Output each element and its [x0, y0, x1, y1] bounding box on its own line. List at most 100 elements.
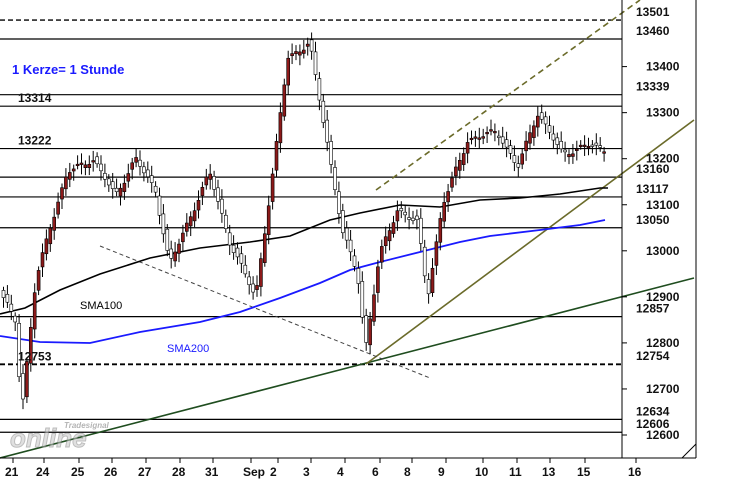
candle — [126, 173, 131, 182]
sma100-line — [0, 187, 608, 315]
candle — [278, 112, 283, 144]
candle — [356, 268, 361, 284]
candle — [387, 230, 392, 242]
axes: 12600 12700 12800 12900 13000 13100 13200 13300… — [0, 0, 697, 479]
logo-small-text: Tradesignal — [64, 421, 110, 430]
candle — [567, 154, 571, 158]
candle — [28, 327, 33, 364]
candle — [344, 227, 349, 241]
candle — [543, 116, 548, 125]
candle — [52, 216, 57, 231]
candle — [75, 163, 80, 167]
candle — [266, 205, 271, 235]
candle — [208, 173, 212, 180]
candle — [216, 187, 220, 202]
x-tick-label: Sep — [243, 465, 265, 479]
y-tick-label: 12600 — [646, 428, 680, 442]
x-tick-label: 24 — [36, 465, 50, 479]
candle — [442, 202, 447, 222]
candle — [477, 137, 482, 140]
candle — [9, 303, 14, 312]
candle — [379, 246, 384, 263]
candle — [321, 100, 326, 123]
candle — [368, 318, 372, 346]
candle — [185, 222, 189, 232]
candle — [56, 201, 60, 215]
candle — [122, 182, 127, 192]
candle — [118, 187, 123, 197]
x-tick-label: 26 — [104, 465, 118, 479]
candle — [430, 267, 435, 293]
candle — [192, 210, 197, 222]
candle — [270, 173, 275, 202]
rising-trendline — [365, 119, 695, 365]
candle — [220, 198, 224, 214]
candle — [181, 232, 185, 243]
y-tick-label: 13200 — [646, 152, 680, 166]
candle — [114, 187, 119, 193]
candle — [403, 211, 408, 216]
x-tick-label: 10 — [475, 465, 489, 479]
candle — [294, 51, 298, 55]
candle — [352, 255, 357, 267]
level-label: 13314 — [18, 91, 52, 105]
level-label: 13117 — [636, 182, 669, 196]
level-labels: 13501 13460 13339 13314 13222 13160 13117 13050… — [18, 5, 670, 431]
x-tick-label: 6 — [372, 465, 379, 479]
trend-lines — [0, 0, 695, 459]
level-label: 13339 — [636, 80, 670, 94]
candle — [535, 115, 540, 128]
candle — [153, 185, 158, 193]
candle — [450, 177, 454, 188]
candle — [489, 129, 493, 132]
candle — [391, 222, 396, 234]
level-label: 12753 — [18, 350, 52, 364]
candle — [212, 176, 216, 190]
candle — [520, 153, 525, 165]
candle — [161, 213, 166, 235]
candle — [508, 145, 513, 154]
candle — [71, 168, 76, 172]
level-label: 12634 — [636, 404, 670, 418]
candle — [290, 53, 294, 57]
candle — [360, 281, 365, 318]
candle — [173, 251, 177, 262]
candle — [528, 132, 532, 144]
candle — [247, 276, 251, 286]
candle — [255, 285, 259, 290]
candle — [134, 157, 138, 163]
candle — [395, 210, 400, 222]
candle — [204, 176, 209, 186]
candle — [473, 136, 478, 139]
candle — [422, 246, 427, 277]
candle — [149, 175, 154, 183]
candle — [107, 178, 111, 186]
candle — [582, 144, 587, 147]
candle — [13, 315, 17, 323]
candle — [418, 217, 423, 244]
candle — [239, 253, 244, 264]
candle — [446, 191, 450, 203]
candle — [348, 239, 353, 253]
candle — [251, 283, 255, 293]
moving-averages — [0, 187, 608, 344]
x-tick-label: 28 — [172, 465, 186, 479]
candle — [555, 137, 560, 145]
candle — [286, 57, 291, 86]
y-tick-label: 12700 — [646, 382, 680, 396]
tradesignal-logo: Tradesignal online — [10, 421, 110, 454]
candle — [532, 125, 536, 138]
candle — [1, 290, 6, 298]
level-label: 12857 — [636, 302, 670, 316]
candle — [99, 163, 103, 172]
candle — [485, 132, 489, 135]
candle — [493, 131, 497, 134]
y-tick-label: 12800 — [646, 336, 680, 350]
candle — [399, 208, 404, 212]
candle — [110, 181, 115, 189]
candle — [516, 163, 521, 168]
candle — [547, 125, 552, 133]
candle — [259, 258, 263, 287]
candle — [309, 39, 314, 52]
